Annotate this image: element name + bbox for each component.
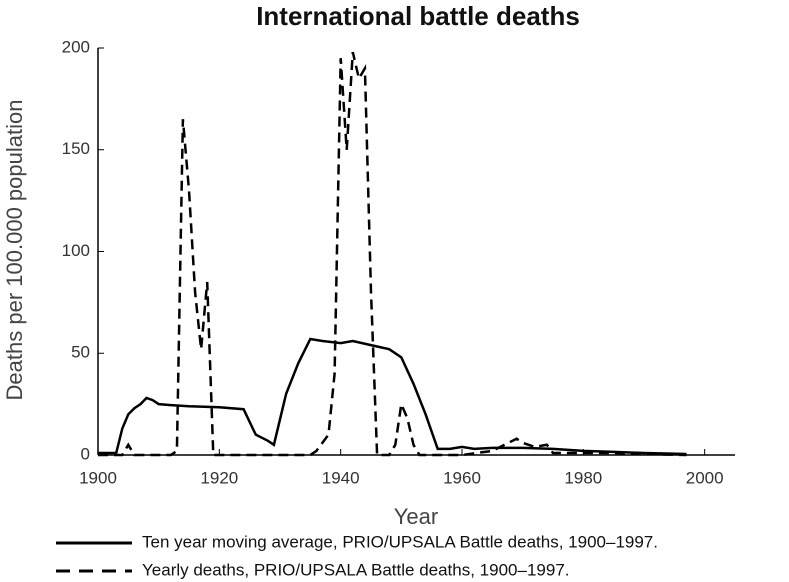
y-tick-label: 100 xyxy=(62,241,90,260)
chart-title: International battle deaths xyxy=(256,1,580,31)
series-line xyxy=(98,51,687,457)
y-tick-label: 0 xyxy=(81,444,90,463)
y-tick-label: 150 xyxy=(62,139,90,158)
x-tick-label: 1920 xyxy=(200,468,238,487)
x-axis-label: Year xyxy=(394,504,438,529)
x-tick-label: 1960 xyxy=(443,468,481,487)
legend-label: Yearly deaths, PRIO/UPSALA Battle deaths… xyxy=(142,560,570,579)
x-tick-label: 1900 xyxy=(79,468,117,487)
series-line xyxy=(98,337,687,456)
x-tick-label: 2000 xyxy=(686,468,724,487)
x-tick-label: 1940 xyxy=(322,468,360,487)
y-tick-label: 50 xyxy=(71,343,90,362)
legend-label: Ten year moving average, PRIO/UPSALA Bat… xyxy=(142,532,658,551)
y-tick-label: 200 xyxy=(62,37,90,56)
y-axis-label: Deaths per 100.000 population xyxy=(2,100,27,401)
x-tick-label: 1980 xyxy=(564,468,602,487)
